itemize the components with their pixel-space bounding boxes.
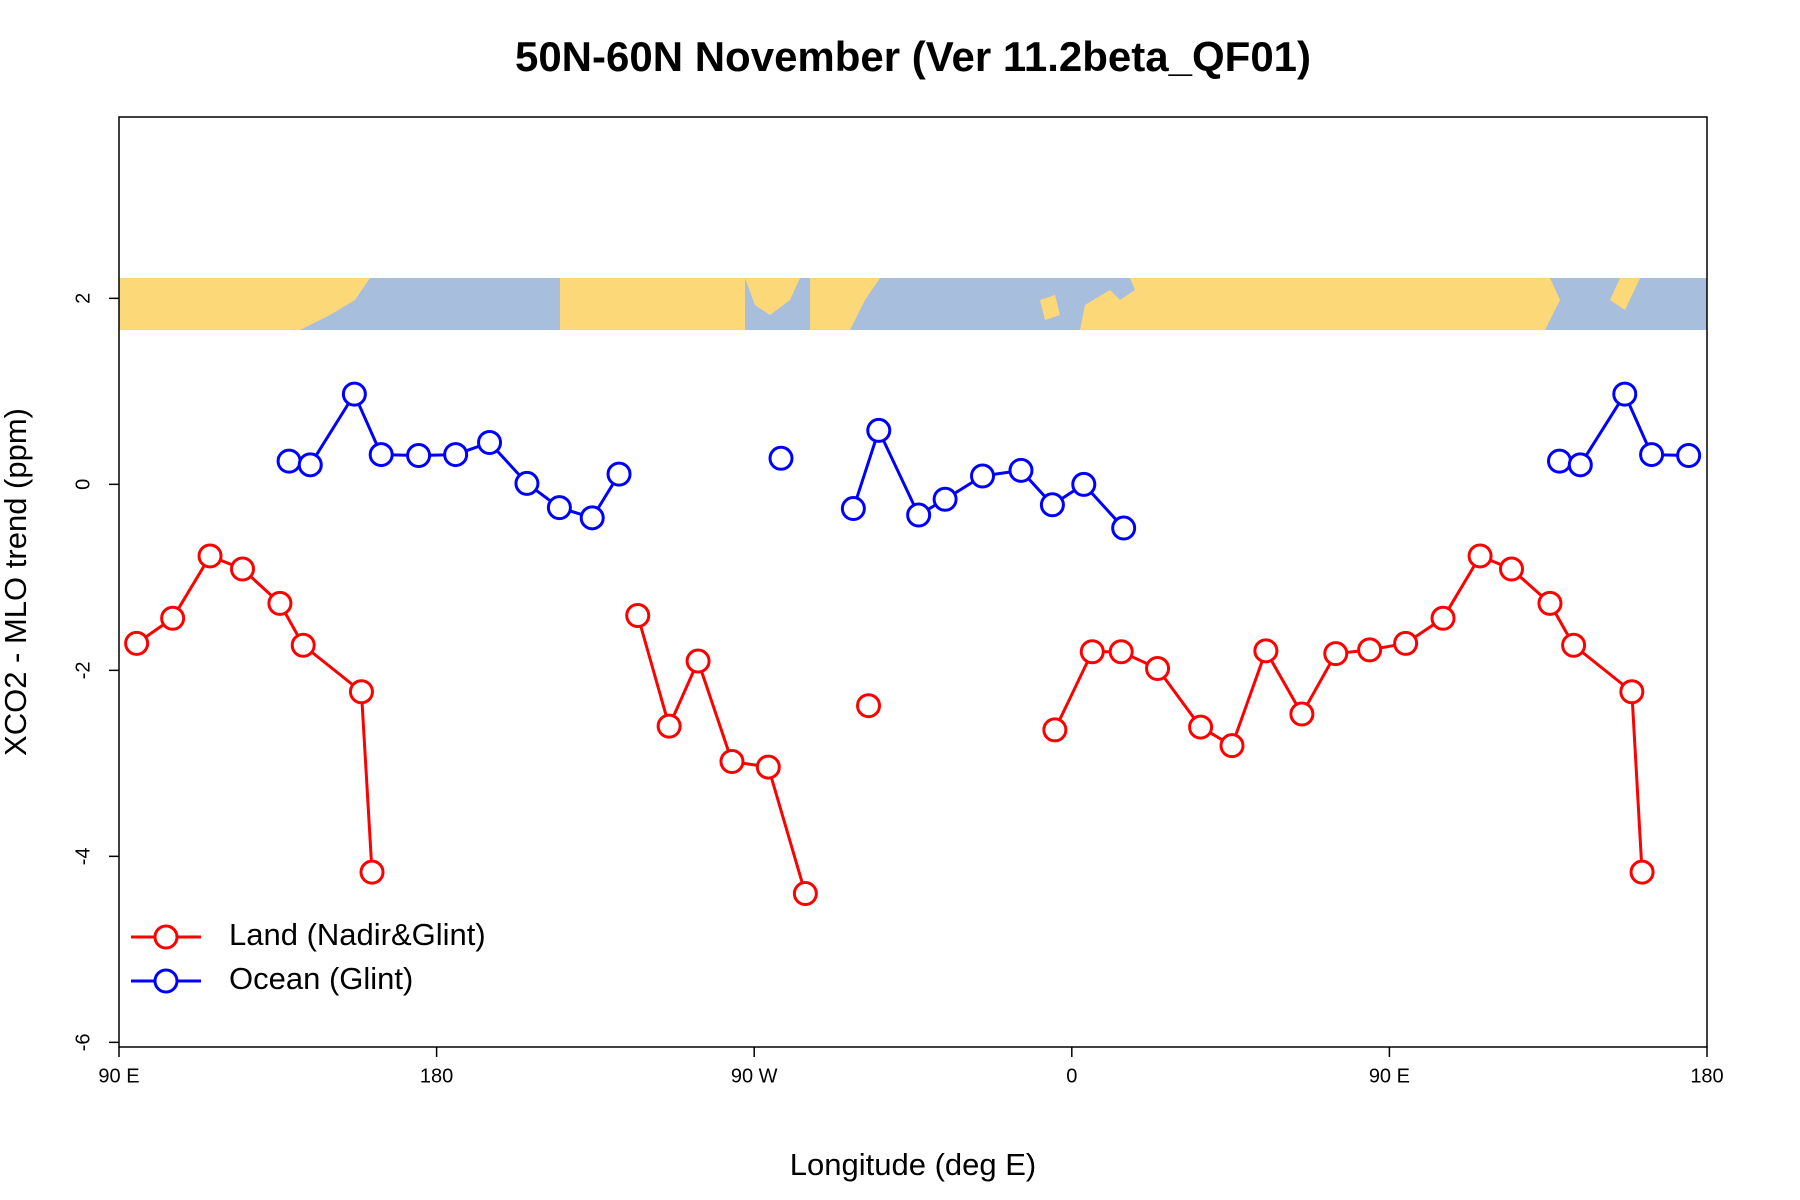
point [1467,543,1493,569]
point [359,859,385,885]
point [906,502,932,528]
point [792,881,818,907]
chart-title: 50N-60N November (Ver 11.2beta_QF01) [515,33,1311,80]
point [230,556,256,582]
point [514,470,540,496]
x-axis-label: Longitude (deg E) [790,1147,1036,1182]
point [1008,457,1034,483]
point [970,463,996,489]
point [297,452,323,478]
point [1561,632,1587,658]
x-tick-label: 90 E [98,1065,139,1087]
series-line [135,554,1644,894]
legend-marker [153,924,179,950]
point [443,442,469,468]
legend-label: Land (Nadir&Glint) [229,917,486,952]
point [685,648,711,674]
point [625,602,651,628]
series-line [288,390,1689,530]
point [197,543,223,569]
point [1676,443,1702,469]
point [866,417,892,443]
point [606,461,632,487]
point [932,486,958,512]
point [840,496,866,522]
point [1111,515,1137,541]
point [1619,679,1645,705]
point [755,754,781,780]
point [477,430,503,455]
y-tick-label: 2 [72,293,94,304]
point [1629,859,1655,885]
legend-label: Ocean (Glint) [229,961,413,996]
point [719,748,745,774]
x-tick-label: 90 W [731,1065,778,1087]
x-tick-label: 90 E [1369,1065,1410,1087]
point [124,630,150,656]
point [1145,655,1171,681]
point [160,605,186,631]
x-tick-label: 180 [1690,1065,1723,1087]
point [1042,717,1068,743]
point [546,495,572,521]
point [1430,605,1456,631]
point [267,590,293,616]
point [1219,733,1245,759]
point [1253,638,1279,664]
point [1188,714,1214,740]
point [406,443,432,469]
point [1498,556,1524,582]
y-tick-label: 0 [72,479,94,490]
point [1357,637,1383,663]
point [656,713,682,739]
point [1639,442,1665,468]
x-tick-label: 180 [420,1065,453,1087]
point [1612,381,1638,407]
plot-frame [118,116,1708,1048]
point [276,448,302,474]
point [856,693,882,719]
point [579,505,605,531]
point [341,381,367,407]
point [1108,639,1134,665]
point [1546,448,1572,474]
y-tick-label: -6 [72,1033,94,1051]
y-tick-label: -4 [72,847,94,865]
point [290,632,316,658]
point [1567,452,1593,478]
y-tick-label: -2 [72,661,94,679]
point [1393,630,1419,656]
point [368,442,394,468]
x-tick-label: 0 [1066,1065,1077,1087]
point [1039,492,1065,518]
point [1537,590,1563,616]
point [1323,641,1349,667]
legend-marker [153,968,179,994]
map-strip [119,278,1707,330]
y-axis-label: XCO2 - MLO trend (ppm) [0,408,33,756]
point [348,679,374,705]
point [768,445,794,471]
point [1289,701,1315,727]
point [1071,471,1097,497]
point [1079,639,1105,665]
